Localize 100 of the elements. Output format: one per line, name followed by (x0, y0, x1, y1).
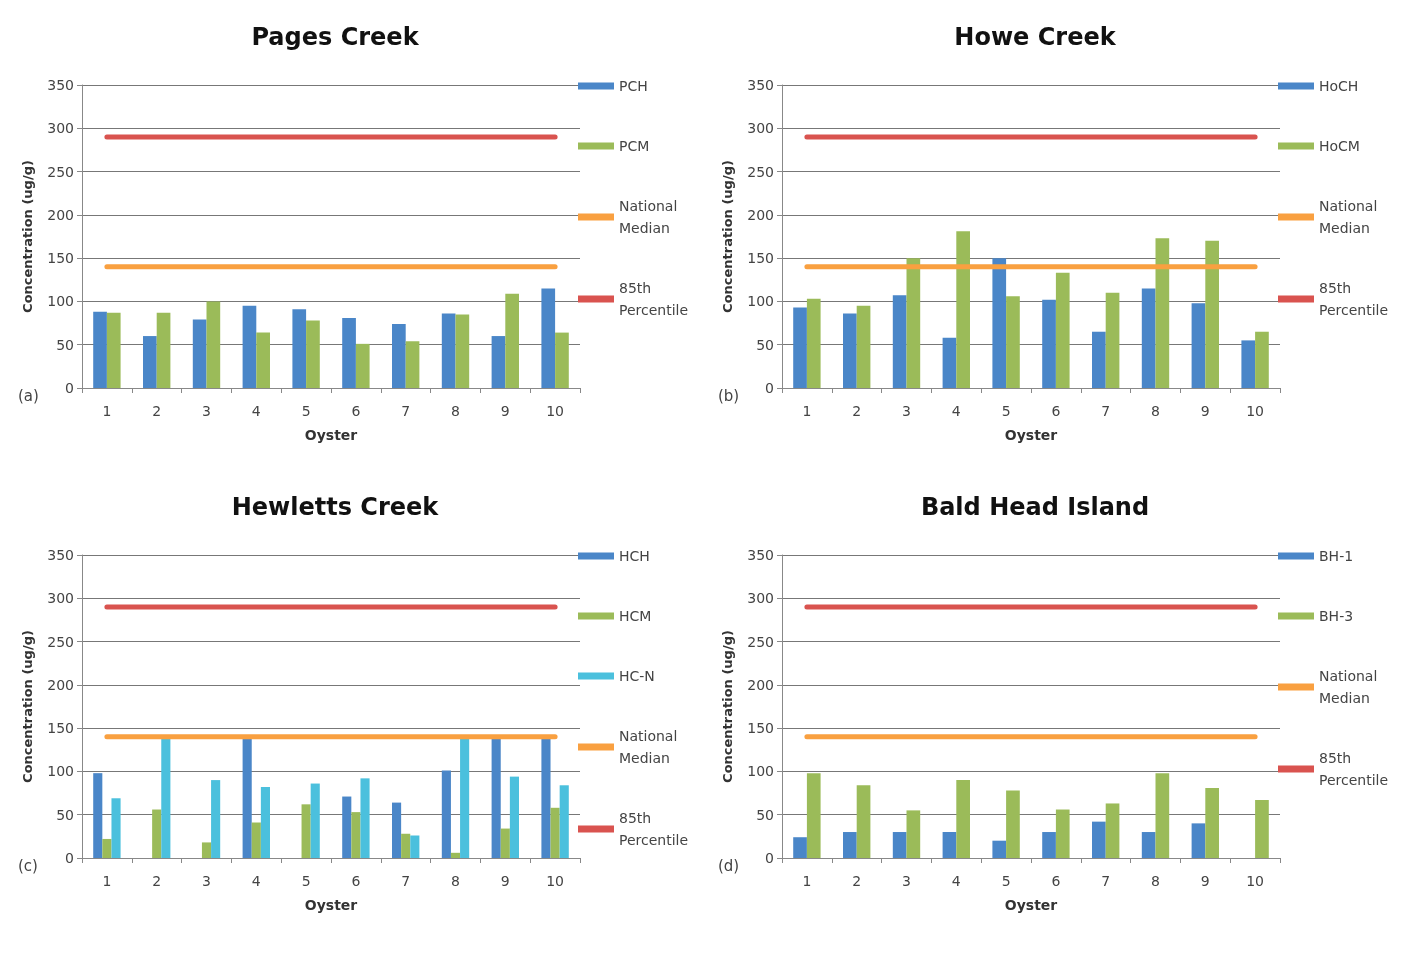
text: (d) (718, 856, 740, 875)
x-tick-label: 7 (1101, 403, 1111, 419)
bar (491, 736, 501, 858)
bar (1241, 340, 1256, 388)
bar (892, 832, 907, 858)
x-tick-label: 8 (1151, 873, 1160, 889)
legend-label: PCM (619, 138, 650, 154)
x-axis-title: Oyster (1004, 427, 1058, 443)
x-tick-label: 10 (1246, 873, 1265, 889)
bar (211, 780, 221, 858)
bar (856, 305, 871, 388)
bar (260, 787, 270, 858)
bar (956, 231, 970, 388)
y-tick-label: 300 (747, 120, 774, 137)
bar (392, 323, 406, 388)
text: (b) (718, 386, 740, 405)
y-tick-label: 150 (747, 250, 774, 267)
legend-label: HoCH (1319, 78, 1359, 94)
bar (1042, 832, 1056, 858)
x-tick-label: 7 (401, 873, 411, 889)
x-tick-label: 10 (546, 403, 565, 419)
y-tick-label: 0 (65, 380, 74, 396)
x-tick-label: 6 (1051, 873, 1061, 889)
x-tick-label: 7 (1101, 873, 1111, 889)
y-tick-label: 300 (47, 120, 74, 137)
y-tick-label: 350 (47, 547, 74, 563)
legend-label: 85th Percentile (1319, 750, 1389, 788)
chart-title: Pages Creek (251, 23, 420, 51)
legend-label: BH-3 (1319, 608, 1354, 624)
bar (505, 293, 519, 388)
y-tick-label: 200 (747, 676, 774, 693)
bar (102, 838, 112, 858)
x-tick-label: 3 (902, 403, 911, 419)
x-tick-label: 3 (202, 873, 211, 889)
bar (541, 288, 556, 388)
x-tick-label: 1 (102, 403, 112, 419)
bar (1155, 773, 1170, 858)
bar (441, 313, 456, 388)
text: (a) (18, 386, 39, 405)
y-tick-label: 50 (56, 806, 74, 823)
x-tick-label: 2 (152, 403, 162, 419)
bar (906, 810, 921, 858)
bar (360, 778, 370, 858)
legend-label: National Median (1319, 668, 1382, 706)
bar (292, 309, 307, 388)
x-tick-label: 2 (152, 873, 162, 889)
y-tick-label: 200 (747, 206, 774, 223)
y-tick-label: 0 (65, 850, 74, 866)
legend-label: National Median (1319, 198, 1382, 236)
x-tick-label: 6 (351, 403, 361, 419)
bar (256, 332, 270, 388)
y-tick-label: 100 (747, 293, 774, 310)
x-tick-label: 9 (500, 403, 510, 419)
x-tick-label: 1 (802, 873, 812, 889)
bar (992, 258, 1007, 388)
legend-label: BH-1 (1319, 548, 1354, 564)
y-tick-label: 350 (47, 77, 74, 93)
bar (93, 311, 107, 388)
bar (1255, 331, 1269, 388)
x-tick-label: 4 (251, 873, 261, 889)
y-tick-label: 150 (47, 720, 74, 737)
chart-title: Bald Head Island (920, 493, 1150, 521)
x-tick-label: 6 (1051, 403, 1061, 419)
bar (843, 313, 857, 388)
y-tick-label: 100 (747, 763, 774, 780)
x-tick-label: 1 (102, 873, 112, 889)
x-tick-label: 3 (202, 403, 211, 419)
x-tick-label: 5 (301, 873, 311, 889)
bar (401, 833, 411, 858)
legend-label: PCH (619, 78, 648, 94)
bar (550, 807, 560, 858)
bar (509, 776, 519, 858)
legend-label: 85th Percentile (619, 810, 689, 848)
y-tick-label: 300 (747, 590, 774, 607)
legend-label: National Median (619, 728, 682, 766)
bar (1006, 790, 1020, 858)
bar (1055, 809, 1070, 858)
legend-label: HCH (619, 548, 650, 564)
bar (992, 840, 1007, 858)
bar (1205, 240, 1219, 388)
x-tick-label: 4 (251, 403, 261, 419)
bar (342, 317, 356, 388)
legend-label: 85th Percentile (619, 280, 689, 318)
bar (1042, 299, 1056, 388)
bar (1255, 800, 1269, 858)
bar (143, 336, 157, 388)
bar (161, 736, 171, 858)
x-tick-label: 2 (852, 873, 862, 889)
bar (1141, 832, 1156, 858)
bar (1006, 296, 1020, 388)
y-tick-label: 0 (765, 850, 774, 866)
bar (450, 852, 461, 858)
y-tick-label: 350 (747, 77, 774, 93)
bar (441, 770, 451, 858)
x-axis-title: Oyster (1004, 897, 1058, 913)
x-tick-label: 6 (351, 873, 361, 889)
bar (351, 812, 361, 858)
x-tick-label: 8 (451, 873, 460, 889)
x-tick-label: 3 (902, 873, 911, 889)
bar (251, 822, 261, 858)
